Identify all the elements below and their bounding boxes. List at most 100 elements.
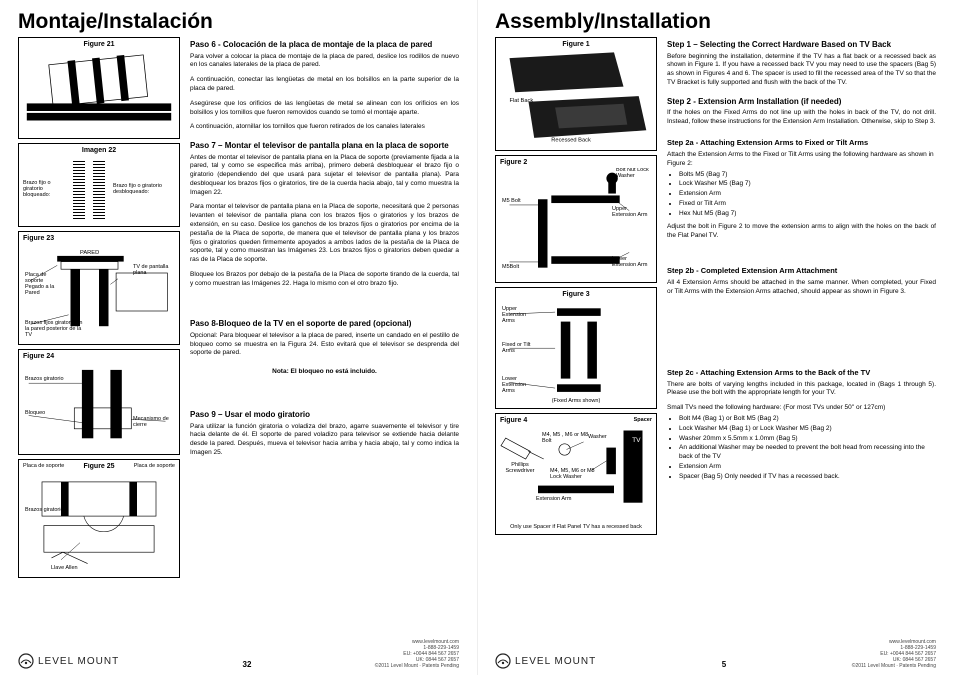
step-2c-intro: Small TVs need the following hardware: (… — [667, 404, 936, 413]
step-2c-p1: There are bolts of varying lengths inclu… — [667, 381, 936, 399]
list-item: Bolts M5 (Bag 7) — [679, 171, 936, 180]
figure-4-label-screwdriver: Phillips Screwdriver — [502, 462, 538, 474]
step-2-heading: Step 2 - Extension Arm Installation (if … — [667, 97, 936, 107]
columns-left: Figure 21 Imagen 2 — [18, 37, 459, 651]
figure-23: Figure 23 PARED Placa de soporte Pegado … — [18, 231, 180, 345]
figure-4-title: Figure 4 — [500, 417, 527, 424]
figure-24-label-lock: Bloqueo — [25, 410, 45, 416]
step-1-p1: Before beginning the installation, deter… — [667, 53, 936, 88]
figure-2-label-stack: Bolt Nut Lock Washer — [616, 168, 650, 179]
step-7-heading: Paso 7 – Montar el televisor de pantalla… — [190, 141, 459, 151]
step-8-heading: Paso 8-Bloqueo de la TV en el soporte de… — [190, 319, 459, 329]
step-2-p1: If the holes on the Fixed Arms do not li… — [667, 109, 936, 127]
figure-21-body — [23, 50, 175, 134]
step-6-p2: A continuación, conectar las lengüetas d… — [190, 76, 459, 94]
figure-21-title: Figure 21 — [23, 41, 175, 48]
figure-25: Placa de soporte Figure 25 Placa de sopo… — [18, 459, 180, 578]
figure-4-body: TV M4, M5 , M6 or M8 Bolt Washer Phillip… — [500, 426, 652, 530]
page-number-left: 32 — [243, 660, 252, 669]
figure-4-label-washer: Washer — [588, 434, 607, 440]
figure-2: Figure 2 Bolt Nut Lock Washer M5 — [495, 155, 657, 283]
figure-4: Figure 4 Spacer TV M4, M — [495, 413, 657, 535]
step-2a-bullets: Bolts M5 (Bag 7) Lock Washer M5 (Bag 7) … — [667, 171, 936, 220]
figure-24: Figure 24 Brazos giratorio Bloqueo Mecan… — [18, 349, 180, 455]
level-mount-icon — [495, 653, 511, 669]
step-2a-heading: Step 2a - Attaching Extension Arms to Fi… — [667, 138, 936, 148]
figure-25-label-arms: Brazos giratorio — [25, 507, 64, 513]
step-6-p4: A continuación, atornillar los tornillos… — [190, 123, 459, 132]
figure-22-label-unlocked: Brazo fijo o giratorio desbloqueado: — [113, 183, 163, 195]
step-7-p1: Antes de montar el televisor de pantalla… — [190, 154, 459, 198]
step-8-note: Nota: El bloqueo no está incluido. — [190, 368, 459, 377]
list-item: Hex Nut M5 (Bag 7) — [679, 210, 936, 219]
figure-2-title: Figure 2 — [500, 159, 652, 166]
footer-copy-left: ©2011 Level Mount · Patents Pending — [375, 663, 459, 669]
figure-25-body: Placa de soporte Figure 25 Placa de sopo… — [23, 463, 175, 573]
columns-right: Figure 1 Flat Back Recessed Back — [495, 37, 936, 651]
figure-22: Imagen 22 Brazo fijo o giratorio bloquea… — [18, 143, 180, 227]
step-8-p1: Opcional: Para bloquear el televisor a l… — [190, 332, 459, 358]
figure-23-body: PARED Placa de soporte Pegado a la Pared… — [23, 244, 175, 340]
step-6-p3: Asegúrese que los orificios de las lengü… — [190, 100, 459, 118]
figure-3-title: Figure 3 — [500, 291, 652, 298]
figure-23-label-pared: PARED — [80, 250, 99, 256]
figure-24-label-mech: Mecanismo de cierre — [133, 416, 173, 428]
brand-text-left: LEVEL MOUNT — [38, 656, 119, 667]
step-7-p3: Bloquee los Brazos por debajo de la pest… — [190, 271, 459, 289]
figure-23-title: Figure 23 — [23, 235, 175, 242]
list-item: Spacer (Bag 5) Only needed if TV has a r… — [679, 473, 936, 482]
figure-24-body: Brazos giratorio Bloqueo Mecanismo de ci… — [23, 362, 175, 450]
figure-3-label-upper: Upper Extension Arms — [502, 306, 538, 324]
page-title-left: Montaje/Instalación — [18, 10, 459, 33]
figure-3-note: (Fixed Arms shown) — [500, 398, 652, 404]
figure-3-label-mid: Fixed or Tilt Arms — [502, 342, 538, 354]
figure-23-label-arms: Brazos fijos giratorio en la pared poste… — [25, 320, 85, 338]
list-item: Fixed or Tilt Arm — [679, 200, 936, 209]
footer-legal-right: www.levelmount.com 1-888-229-1459 EU: +0… — [852, 639, 936, 669]
figure-2-label-m5a: M5 Bolt — [502, 198, 521, 204]
footer-left: LEVEL MOUNT 32 www.levelmount.com 1-888-… — [18, 639, 459, 669]
footer-copy-right: ©2011 Level Mount · Patents Pending — [852, 663, 936, 669]
step-2c-bullets: Bolt M4 (Bag 1) or Bolt M5 (Bag 2) Lock … — [667, 415, 936, 482]
figure-25-label-allen: Llave Allen — [51, 565, 78, 571]
list-item: Lock Washer M4 (Bag 1) or Lock Washer M5… — [679, 425, 936, 434]
figure-1-title: Figure 1 — [500, 41, 652, 48]
figure-25-label-plate1: Placa de soporte — [23, 463, 64, 470]
list-item: Extension Arm — [679, 190, 936, 199]
figure-2-label-upper: Upper Extension Arm — [612, 206, 650, 218]
figure-4-note: Only use Spacer if Flat Panel TV has a r… — [500, 524, 652, 530]
brand-logo-left: LEVEL MOUNT — [18, 653, 119, 669]
step-6-heading: Paso 6 - Colocación de la placa de monta… — [190, 40, 459, 50]
level-mount-icon — [18, 653, 34, 669]
step-7-p2: Para montar el televisor de pantalla pla… — [190, 203, 459, 264]
figures-column-left: Figure 21 Imagen 2 — [18, 37, 180, 651]
steps-column-right: Step 1 – Selecting the Correct Hardware … — [667, 37, 936, 651]
figure-22-arm-locked-icon — [73, 159, 85, 219]
figure-2-label-m5b: M5Bolt — [502, 264, 519, 270]
page-number-right: 5 — [722, 660, 726, 669]
figure-24-label-arms: Brazos giratorio — [25, 376, 64, 382]
figure-4-label-spacer: Spacer — [634, 417, 652, 424]
figure-23-label-tvback: TV de pantalla plana — [133, 264, 173, 276]
step-2a-intro: Attach the Extension Arms to the Fixed o… — [667, 151, 936, 169]
page-title-right: Assembly/Installation — [495, 10, 936, 33]
step-9-heading: Paso 9 – Usar el modo giratorio — [190, 410, 459, 420]
footer-legal-left: www.levelmount.com 1-888-229-1459 EU: +0… — [375, 639, 459, 669]
list-item: An additional Washer may be needed to pr… — [679, 444, 936, 462]
figure-2-body: Bolt Nut Lock Washer M5 Bolt M5Bolt Uppe… — [500, 168, 652, 278]
figure-25-label-plate2: Placa de soporte — [134, 463, 175, 470]
svg-text:TV: TV — [632, 437, 641, 444]
figure-25-title: Figure 25 — [83, 463, 114, 470]
list-item: Washer 20mm x 5.5mm x 1.0mm (Bag 5) — [679, 435, 936, 444]
step-2b-p1: All 4 Extension Arms should be attached … — [667, 279, 936, 297]
figure-3-label-lower: Lower Extension Arms — [502, 376, 538, 394]
page-right: Assembly/Installation Figure 1 Flat Back — [477, 0, 954, 675]
figure-2-label-lower: Lower Extension Arm — [612, 256, 650, 268]
page-left: Montaje/Instalación Figure 21 — [0, 0, 477, 675]
figure-3-body: Upper Extension Arms Fixed or Tilt Arms … — [500, 300, 652, 404]
footer-right: LEVEL MOUNT 5 www.levelmount.com 1-888-2… — [495, 639, 936, 669]
list-item: Extension Arm — [679, 463, 936, 472]
figure-1-body: Flat Back Recessed Back — [500, 50, 652, 146]
figure-22-title: Imagen 22 — [23, 147, 175, 154]
figure-22-arm-unlocked-icon — [93, 159, 105, 219]
